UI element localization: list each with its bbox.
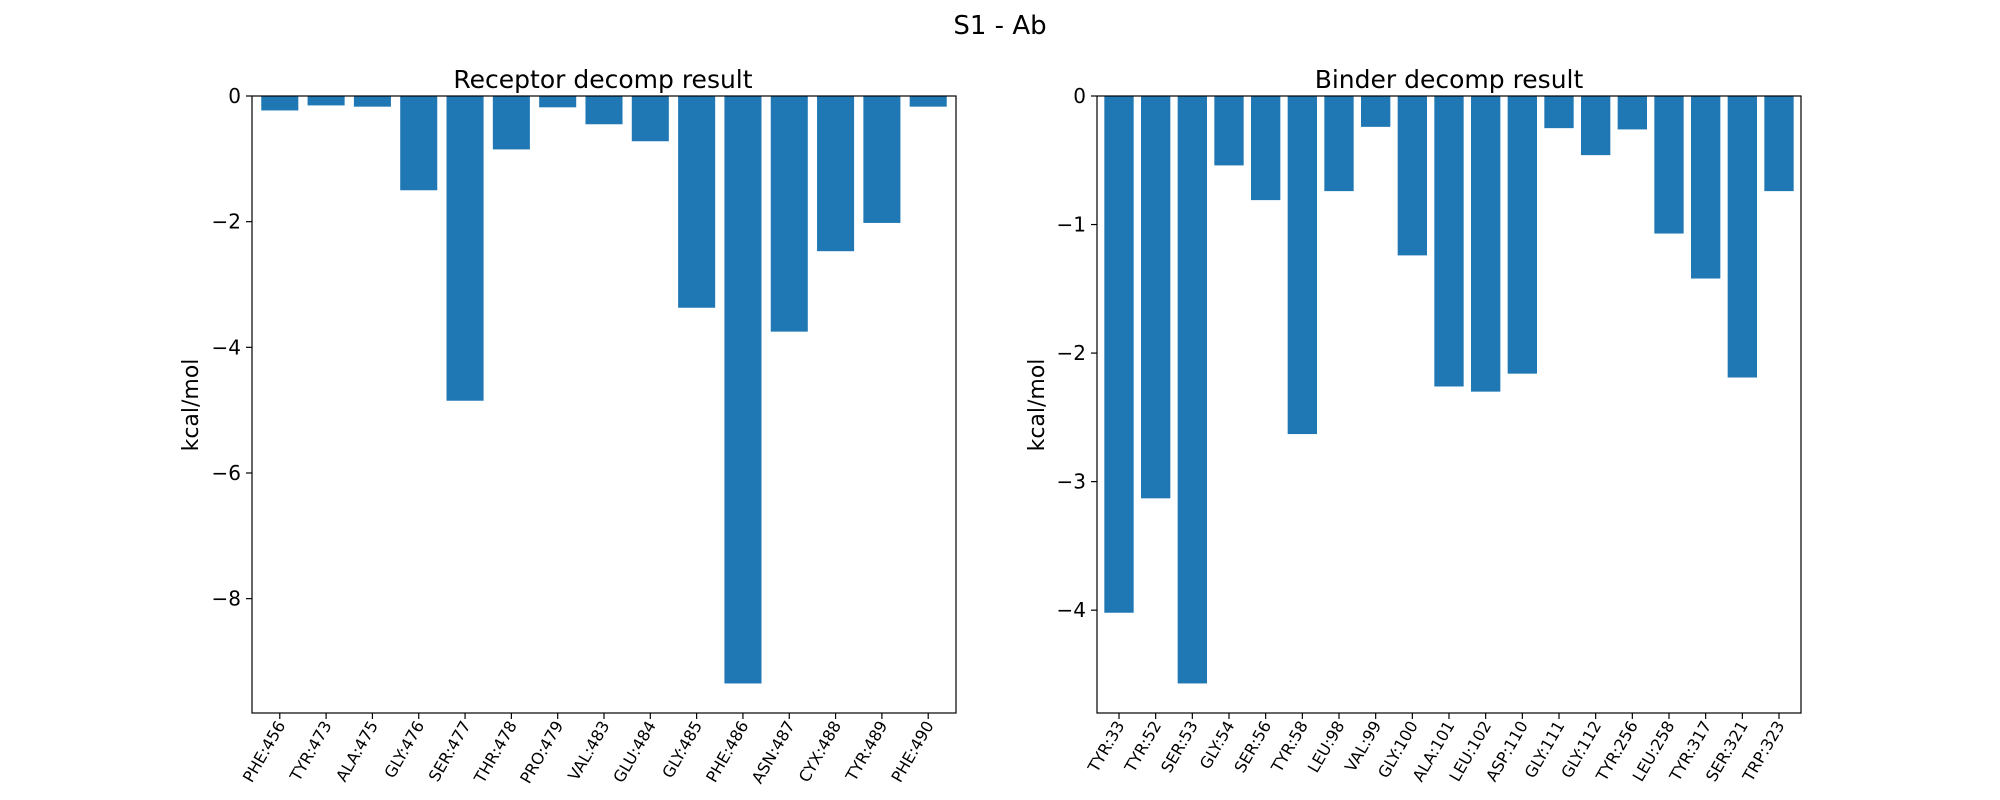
binder-y-tick-label: −4 <box>1057 598 1086 622</box>
binder-y-tick: −1 <box>1057 213 1097 237</box>
binder-bar <box>1141 96 1171 499</box>
binder-bar <box>1104 96 1134 613</box>
receptor-bar <box>353 96 391 107</box>
binder-y-tick: −3 <box>1057 470 1097 494</box>
binder-bar <box>1544 96 1574 129</box>
receptor-chart-ylabel: kcal/mol <box>179 359 204 452</box>
receptor-bar <box>492 96 530 150</box>
binder-bar <box>1361 96 1391 127</box>
receptor-y-tick-label: −2 <box>212 210 241 234</box>
receptor-y-tick-label: −8 <box>212 587 241 611</box>
binder-bars <box>1104 96 1794 684</box>
binder-bar <box>1177 96 1207 684</box>
receptor-bar <box>446 96 484 401</box>
binder-bar <box>1287 96 1317 435</box>
receptor-bar <box>863 96 901 223</box>
figure-suptitle: S1 - Ab <box>953 11 1046 41</box>
binder-bar <box>1764 96 1794 192</box>
binder-axes-frame <box>1096 95 1802 714</box>
binder-bar <box>1214 96 1244 166</box>
binder-y-tick-label: −1 <box>1057 213 1086 237</box>
receptor-axes-frame <box>251 95 957 714</box>
binder-bar <box>1251 96 1281 201</box>
receptor-bar <box>539 96 577 108</box>
receptor-bar <box>307 96 345 106</box>
receptor-y-tick: 0 <box>228 84 252 108</box>
binder-bar <box>1324 96 1354 192</box>
receptor-y-tick-label: −4 <box>212 335 241 359</box>
receptor-y-tick-label: 0 <box>228 84 241 108</box>
binder-y-tick-label: 0 <box>1073 84 1086 108</box>
binder-chart-ylabel: kcal/mol <box>1025 359 1050 452</box>
binder-bar <box>1434 96 1464 387</box>
binder-bar <box>1397 96 1427 256</box>
receptor-y-tick: −2 <box>212 210 252 234</box>
binder-bar <box>1654 96 1684 234</box>
binder-chart-title: Binder decomp result <box>1315 65 1584 94</box>
binder-bar <box>1727 96 1757 378</box>
receptor-chart-title: Receptor decomp result <box>453 65 752 94</box>
receptor-bar <box>724 96 762 684</box>
receptor-y-tick-label: −6 <box>212 461 241 485</box>
binder-bar <box>1617 96 1647 130</box>
binder-bar <box>1471 96 1501 392</box>
binder-y-ticks: 0 −1 −2 −3 −4 <box>1057 84 1097 622</box>
receptor-y-ticks: 0 −2 −4 −6 −8 <box>212 84 252 611</box>
binder-bar <box>1691 96 1721 279</box>
receptor-bar <box>678 96 716 308</box>
binder-y-tick-label: −3 <box>1057 470 1086 494</box>
receptor-bar <box>400 96 438 191</box>
receptor-bars <box>261 96 947 684</box>
receptor-y-tick: −8 <box>212 587 252 611</box>
receptor-y-tick: −4 <box>212 335 252 359</box>
binder-bar <box>1581 96 1611 156</box>
receptor-bar <box>631 96 669 142</box>
receptor-bar <box>770 96 808 332</box>
binder-y-tick-label: −2 <box>1057 341 1086 365</box>
binder-y-tick: −2 <box>1057 341 1097 365</box>
binder-bar <box>1507 96 1537 374</box>
binder-y-tick: 0 <box>1073 84 1097 108</box>
binder-y-tick: −4 <box>1057 598 1097 622</box>
receptor-y-tick: −6 <box>212 461 252 485</box>
receptor-bar <box>261 96 299 111</box>
receptor-bar <box>585 96 623 125</box>
receptor-bar <box>817 96 855 252</box>
receptor-bar <box>909 96 947 107</box>
